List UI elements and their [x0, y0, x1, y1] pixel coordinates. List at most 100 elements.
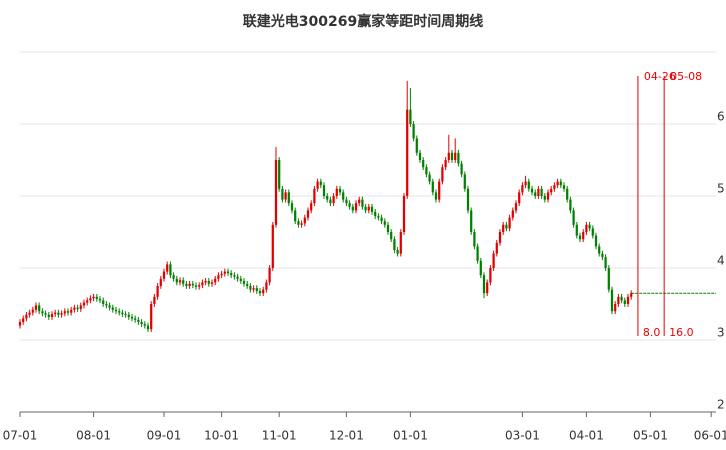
candle-body [543, 196, 546, 200]
time-cycle-label: 04-26 [644, 70, 676, 83]
candle-body [338, 188, 342, 193]
candle-body [233, 275, 236, 277]
candle-body [620, 296, 623, 301]
candle-body [70, 309, 73, 313]
candle-body [412, 124, 415, 139]
candle-body [34, 305, 38, 310]
x-tick-label: 08-01 [76, 429, 111, 443]
candle-body [146, 325, 150, 330]
candle-body [172, 275, 175, 279]
candle-body [121, 312, 124, 315]
candle-body [191, 283, 194, 286]
candle-body [322, 185, 326, 196]
candle-body [553, 185, 556, 189]
candle-body [370, 206, 374, 212]
x-tick-label: 03-01 [505, 429, 540, 443]
candle-body [460, 163, 463, 175]
candle-body [527, 181, 530, 189]
candle-body [508, 217, 511, 229]
candle-body [604, 257, 607, 268]
candle-body [169, 264, 172, 276]
candle-body [326, 196, 329, 200]
candle-body [559, 181, 562, 186]
candle-body [246, 283, 249, 286]
candle-body [54, 312, 57, 315]
candle-body [223, 271, 226, 274]
candle-body [50, 314, 54, 317]
candle-body [73, 307, 76, 310]
candle-body [393, 239, 396, 250]
candle-body [617, 296, 620, 304]
candle-body [47, 314, 50, 317]
candle-body [540, 188, 543, 196]
candle-body [492, 253, 495, 268]
candle-body [114, 309, 118, 312]
candle-body [143, 324, 146, 326]
candle-body [25, 314, 28, 319]
candle-body [630, 293, 633, 297]
candle-body [361, 199, 364, 207]
candle-body [354, 203, 358, 211]
candle-body [281, 188, 284, 200]
x-tick-label: 01-01 [393, 429, 428, 443]
candle-body [198, 285, 201, 287]
candle-body [66, 311, 70, 313]
candle-body [249, 286, 252, 290]
candle-body [255, 288, 258, 292]
candle-body [306, 210, 310, 218]
candle-body [374, 211, 377, 217]
candle-body [466, 188, 470, 211]
candle-body [230, 273, 233, 276]
candle-body [130, 316, 134, 319]
candle-body [514, 203, 518, 211]
candle-body [284, 192, 287, 200]
candle-body [162, 271, 166, 279]
candle-body [482, 275, 486, 294]
y-tick-label: 3 [717, 326, 725, 340]
candle-body [457, 152, 460, 164]
candle-body [278, 160, 281, 189]
candle-body [150, 304, 153, 330]
candle-body [402, 196, 406, 232]
candle-body [505, 224, 508, 229]
candle-body [124, 314, 127, 316]
candle-body [422, 160, 425, 168]
x-tick-label: 09-01 [147, 429, 182, 443]
candle-body [511, 210, 514, 218]
candle-body [380, 217, 383, 222]
x-tick-label: 12-01 [329, 429, 364, 443]
candle-body [127, 314, 130, 317]
candle-body [447, 152, 450, 160]
candle-body [156, 286, 159, 297]
candle-body [358, 199, 361, 204]
candle-body [578, 235, 582, 240]
candle-body [399, 232, 402, 254]
candle-body [217, 275, 220, 279]
candle-body [185, 283, 188, 286]
candle-body [194, 285, 198, 287]
candle-body [566, 188, 569, 200]
candle-body [534, 192, 537, 196]
candle-body [137, 319, 140, 322]
candle-body [546, 192, 550, 200]
x-tick-label: 07-01 [3, 429, 38, 443]
candle-body [76, 307, 79, 310]
candle-body [598, 246, 601, 254]
candle-body [89, 298, 92, 301]
candle-body [377, 216, 380, 218]
candle-body [271, 224, 274, 268]
candle-body [406, 109, 409, 196]
candle-body [364, 206, 367, 211]
candle-body [585, 224, 588, 232]
candle-body [582, 232, 585, 240]
candle-body [319, 181, 322, 186]
candle-body [409, 109, 412, 124]
candle-body [594, 235, 598, 247]
candle-body [476, 246, 479, 261]
candle-body [335, 188, 338, 196]
candle-body [242, 280, 246, 284]
time-cycle-label: 05-08 [670, 70, 702, 83]
candle-body [367, 206, 370, 211]
